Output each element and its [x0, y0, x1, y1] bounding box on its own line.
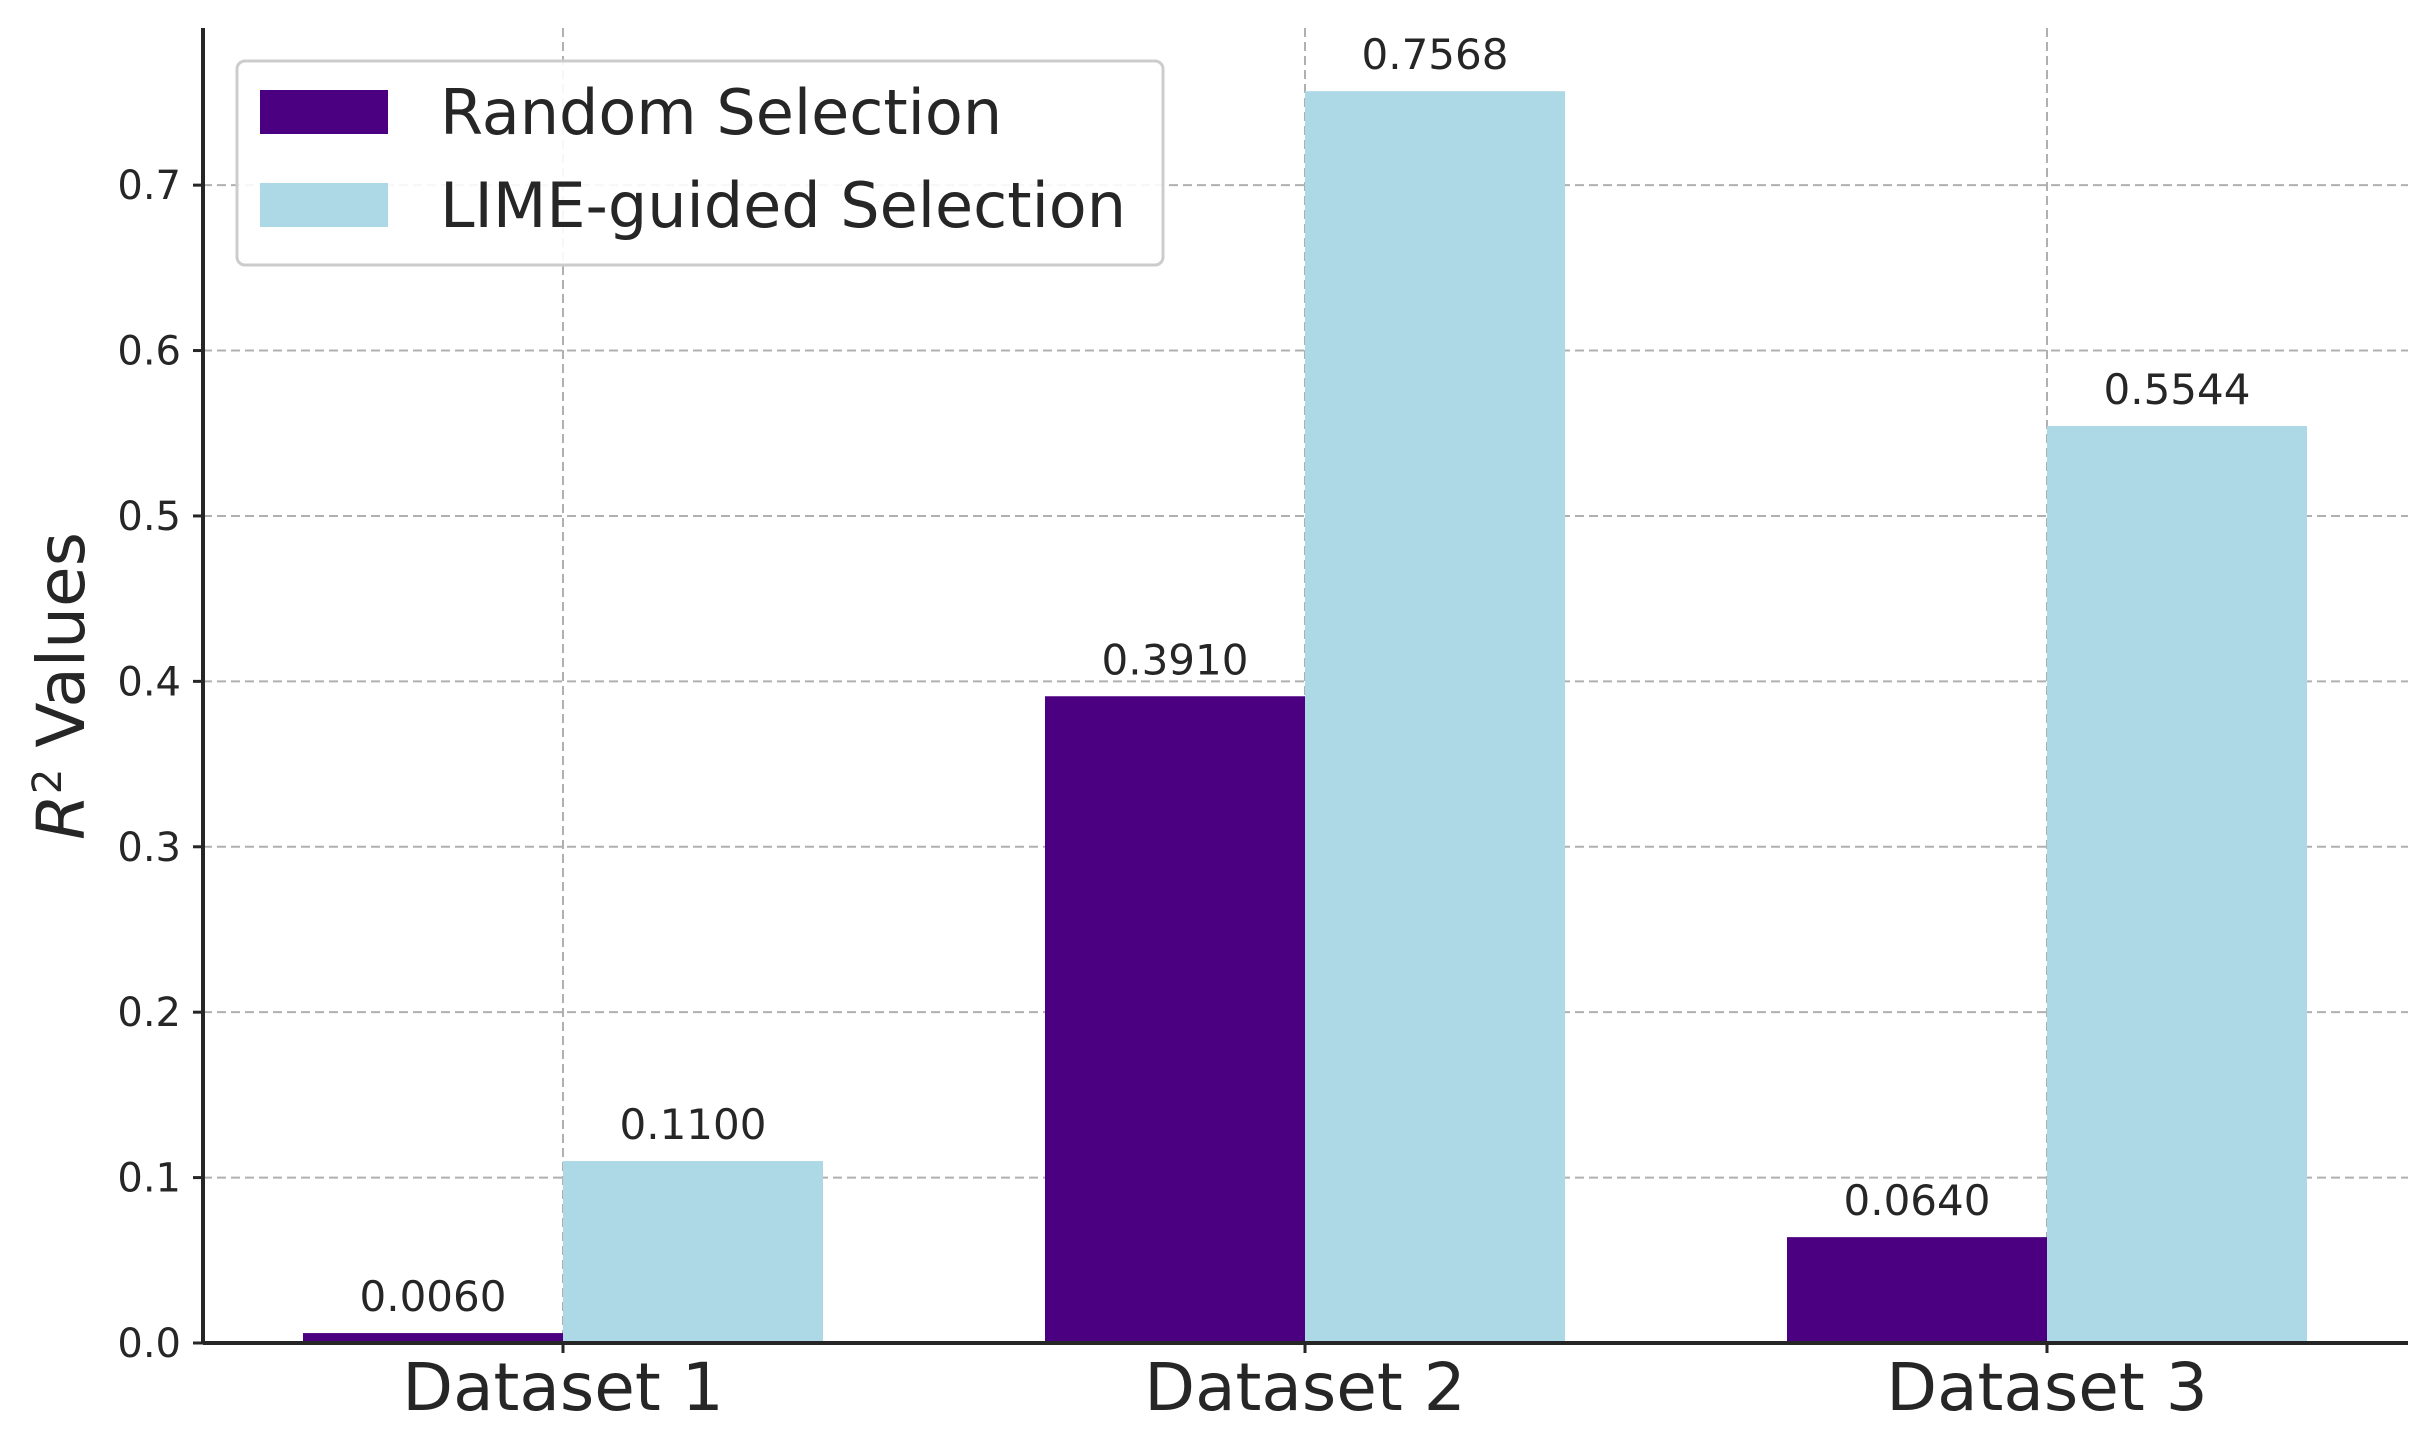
category-labels-layer: Dataset 1 Dataset 2 Dataset 3: [402, 1343, 2208, 1426]
y-tick-label: 0.1: [117, 1156, 181, 1202]
y-tick-label: 0.6: [117, 329, 181, 375]
y-tick-label: 0.4: [117, 659, 181, 705]
bar-lime-3: [2047, 425, 2307, 1343]
legend-frame: [235, 59, 1165, 267]
value-label-lime-3: 0.5544: [2104, 365, 2251, 414]
legend-swatch-random-selection: [260, 90, 388, 134]
bar-lime-2: [1305, 91, 1565, 1344]
bar-random-1: [303, 1333, 563, 1343]
bar-random-3: [1787, 1237, 2047, 1343]
bars-layer: [303, 91, 2307, 1344]
legend-label-lime-guided-selection: LIME-guided Selection: [440, 169, 1126, 242]
ticks-layer: 0.0 0.1 0.2 0.3 0.4 0.5 0.6 0.7: [117, 163, 203, 1367]
value-label-lime-1: 0.1100: [620, 1100, 767, 1149]
value-label-random-2: 0.3910: [1102, 635, 1249, 684]
y-tick-label: 0.5: [117, 494, 181, 540]
legend-swatch-lime-guided-selection: [260, 183, 388, 227]
value-label-random-3: 0.0640: [1844, 1176, 1991, 1225]
y-axis-label: R2 Values: [23, 532, 100, 840]
legend: Random Selection LIME-guided Selection: [235, 59, 1165, 267]
y-tick-label: 0.2: [117, 990, 181, 1036]
bar-lime-1: [563, 1161, 823, 1343]
y-tick-label: 0.7: [117, 163, 181, 209]
x-category-label: Dataset 3: [1886, 1349, 2207, 1426]
x-category-label: Dataset 1: [402, 1349, 723, 1426]
y-tick-label: 0.3: [117, 825, 181, 871]
bar-random-2: [1045, 696, 1305, 1343]
value-label-lime-2: 0.7568: [1362, 30, 1509, 79]
x-category-label: Dataset 2: [1144, 1349, 1465, 1426]
value-labels-layer: 0.0060 0.3910 0.0640 0.1100 0.7568 0.5544: [360, 30, 2251, 1321]
y-tick-label: 0.0: [117, 1321, 181, 1367]
legend-label-random-selection: Random Selection: [440, 76, 1002, 149]
value-label-random-1: 0.0060: [360, 1272, 507, 1321]
